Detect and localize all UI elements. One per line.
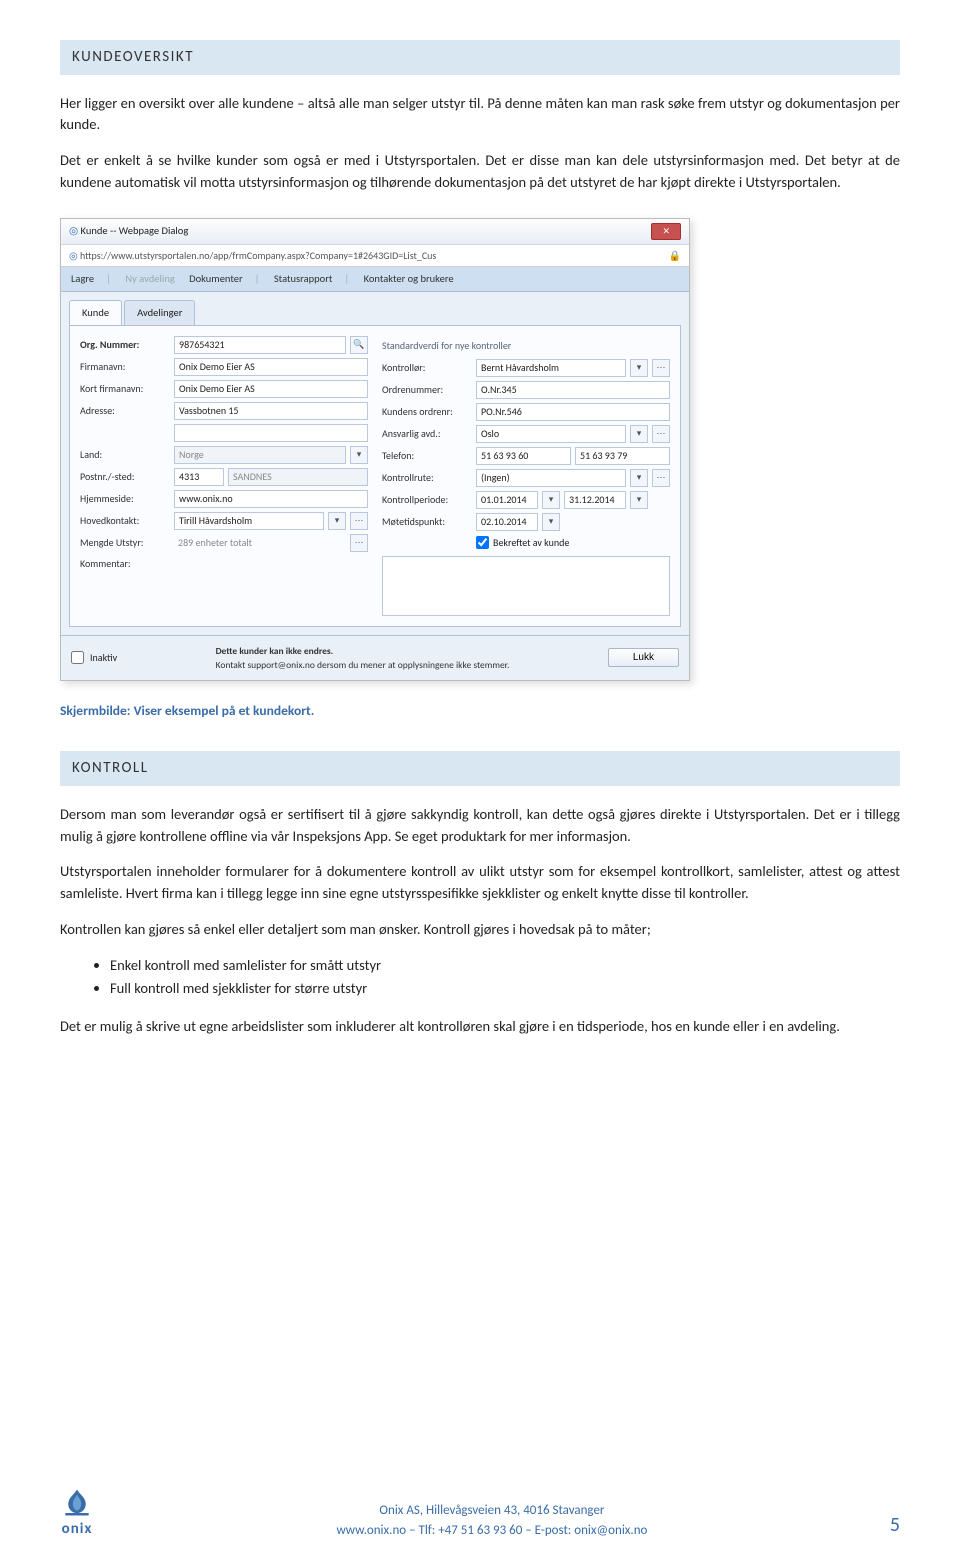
inaktiv-checkbox[interactable] bbox=[71, 651, 84, 664]
page-footer: onix Onix AS, Hillevågsveien 43, 4016 St… bbox=[60, 1488, 900, 1541]
kundeordre-input[interactable]: PO.Nr.546 bbox=[476, 403, 670, 421]
logo: onix bbox=[60, 1488, 94, 1541]
kontroller-input[interactable]: Bernt Håvardsholm bbox=[476, 359, 626, 377]
dialog-title: ◎ Kunde -- Webpage Dialog bbox=[69, 223, 188, 239]
close-icon[interactable]: ✕ bbox=[651, 223, 681, 241]
list-item: Full kontroll med sjekklister for større… bbox=[110, 978, 900, 1000]
field-label: Kommentar: bbox=[80, 556, 170, 571]
chevron-down-icon[interactable]: ▾ bbox=[630, 359, 648, 377]
more-icon[interactable]: ⋯ bbox=[652, 425, 670, 443]
field-label: Postnr./-sted: bbox=[80, 469, 170, 484]
ansvarlig-input[interactable]: Oslo bbox=[476, 425, 626, 443]
paragraph: Det er mulig å skrive ut egne arbeidslis… bbox=[60, 1016, 900, 1038]
chevron-down-icon[interactable]: ▾ bbox=[542, 491, 560, 509]
periode-fra-input[interactable]: 01.01.2014 bbox=[476, 491, 538, 509]
section-header-kontroll: KONTROLL bbox=[60, 751, 900, 786]
tab-kunde[interactable]: Kunde bbox=[69, 300, 122, 325]
lock-icon: 🔒 bbox=[669, 248, 681, 263]
menu-kontakter[interactable]: Kontakter og brukere bbox=[364, 272, 454, 285]
field-label: Hjemmeside: bbox=[80, 491, 170, 506]
paragraph: Her ligger en oversikt over alle kundene… bbox=[60, 93, 900, 137]
adresse2-input[interactable] bbox=[174, 424, 368, 442]
chevron-down-icon[interactable]: ▾ bbox=[350, 446, 368, 464]
kommentar-textarea[interactable] bbox=[382, 556, 670, 616]
field-label: Kontrollør: bbox=[382, 360, 472, 375]
paragraph: Dersom man som leverandør også er sertif… bbox=[60, 804, 900, 848]
field-label: Kundens ordrenr: bbox=[382, 404, 472, 419]
lookup-icon[interactable]: 🔍 bbox=[350, 336, 368, 354]
tlf1-input[interactable]: 51 63 93 60 bbox=[476, 447, 571, 465]
chevron-down-icon[interactable]: ▾ bbox=[630, 425, 648, 443]
field-label: Mengde Utstyr: bbox=[80, 535, 170, 550]
tab-avdelinger[interactable]: Avdelinger bbox=[124, 300, 195, 325]
inaktiv-label: Inaktiv bbox=[90, 650, 117, 665]
hjemmeside-input[interactable]: www.onix.no bbox=[174, 490, 368, 508]
bekreftet-label: Bekreftet av kunde bbox=[493, 535, 569, 550]
dialog-screenshot: ◎ Kunde -- Webpage Dialog ✕ ◎ https://ww… bbox=[60, 218, 690, 682]
mote-input[interactable]: 02.10.2014 bbox=[476, 513, 538, 531]
menu-ny-avdeling: Ny avdeling bbox=[125, 272, 174, 285]
tlf2-input[interactable]: 51 63 93 79 bbox=[575, 447, 670, 465]
poststed-input: SANDNES bbox=[228, 468, 368, 486]
firmanavn-input[interactable]: Onix Demo Eier AS bbox=[174, 358, 368, 376]
menu-dokumenter[interactable]: Dokumenter bbox=[189, 272, 242, 285]
field-label: Land: bbox=[80, 447, 170, 462]
more-icon[interactable]: ⋯ bbox=[652, 359, 670, 377]
periode-til-input[interactable]: 31.12.2014 bbox=[564, 491, 626, 509]
field-label: Org. Nummer: bbox=[80, 337, 170, 352]
field-label: Firmanavn: bbox=[80, 359, 170, 374]
ordre-input[interactable]: O.Nr.345 bbox=[476, 381, 670, 399]
adresse-input[interactable]: Vassbotnen 15 bbox=[174, 402, 368, 420]
url-bar: ◎ https://www.utstyrsportalen.no/app/frm… bbox=[69, 248, 436, 263]
list-item: Enkel kontroll med samlelister for smått… bbox=[110, 955, 900, 977]
field-label: Kontrollperiode: bbox=[382, 492, 472, 507]
more-icon[interactable]: ⋯ bbox=[350, 512, 368, 530]
chevron-down-icon[interactable]: ▾ bbox=[328, 512, 346, 530]
field-label: Kontrollrute: bbox=[382, 470, 472, 485]
page-number: 5 bbox=[890, 1510, 900, 1540]
chevron-down-icon[interactable]: ▾ bbox=[542, 513, 560, 531]
hovedkontakt-input[interactable]: Tirill Håvardsholm bbox=[174, 512, 324, 530]
logo-text: onix bbox=[62, 1518, 93, 1541]
paragraph: Kontrollen kan gjøres så enkel eller det… bbox=[60, 919, 900, 941]
footer-line1: Onix AS, Hillevågsveien 43, 4016 Stavang… bbox=[94, 1501, 890, 1521]
postnr-input[interactable]: 4313 bbox=[174, 468, 224, 486]
more-icon[interactable]: ⋯ bbox=[652, 469, 670, 487]
paragraph: Utstyrsportalen inneholder formularer fo… bbox=[60, 861, 900, 905]
field-label: Hovedkontakt: bbox=[80, 513, 170, 528]
kort-input[interactable]: Onix Demo Eier AS bbox=[174, 380, 368, 398]
rute-input[interactable]: (Ingen) bbox=[476, 469, 626, 487]
field-label: Telefon: bbox=[382, 448, 472, 463]
menu-statusrapport[interactable]: Statusrapport bbox=[274, 272, 333, 285]
section-header-kundeoversikt: KUNDEOVERSIKT bbox=[60, 40, 900, 75]
footer-note: Dette kunder kan ikke endres. Kontakt su… bbox=[216, 644, 510, 673]
more-icon[interactable]: ⋯ bbox=[350, 534, 368, 552]
bekreftet-checkbox[interactable] bbox=[476, 536, 489, 549]
field-label: Kort firmanavn: bbox=[80, 381, 170, 396]
lukk-button[interactable]: Lukk bbox=[608, 648, 679, 667]
logo-icon bbox=[60, 1488, 94, 1518]
subheader: Standardverdi for nye kontroller bbox=[382, 336, 670, 359]
field-label: Møtetidspunkt: bbox=[382, 514, 472, 529]
chevron-down-icon[interactable]: ▾ bbox=[630, 491, 648, 509]
mengde-text: 289 enheter totalt bbox=[174, 534, 346, 552]
dialog-menu: Lagre| Ny avdeling Dokumenter| Statusrap… bbox=[61, 267, 689, 292]
field-label: Adresse: bbox=[80, 403, 170, 418]
footer-line2: www.onix.no – Tlf: +47 51 63 93 60 – E-p… bbox=[94, 1521, 890, 1541]
screenshot-caption: Skjermbilde: Viser eksempel på et kundek… bbox=[60, 701, 900, 721]
org-input[interactable]: 987654321 bbox=[174, 336, 346, 354]
chevron-down-icon[interactable]: ▾ bbox=[630, 469, 648, 487]
field-label: Ansvarlig avd.: bbox=[382, 426, 472, 441]
menu-lagre[interactable]: Lagre bbox=[71, 272, 94, 285]
field-label: Ordrenummer: bbox=[382, 382, 472, 397]
paragraph: Det er enkelt å se hvilke kunder som ogs… bbox=[60, 150, 900, 194]
land-select[interactable]: Norge bbox=[174, 446, 346, 464]
